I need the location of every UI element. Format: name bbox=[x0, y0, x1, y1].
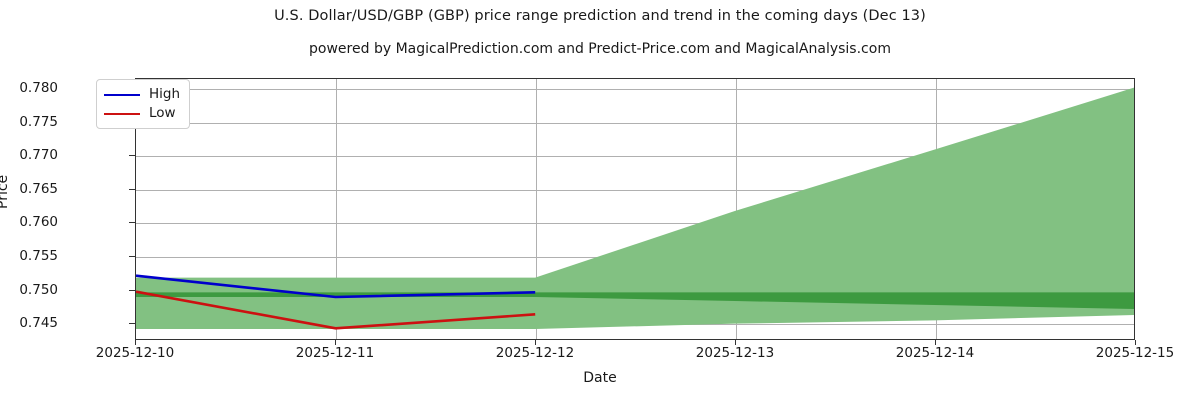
x-tick-mark bbox=[1135, 340, 1136, 345]
legend-item-low[interactable]: Low bbox=[104, 104, 180, 123]
y-tick-label: 0.770 bbox=[19, 147, 58, 164]
gridline-horizontal bbox=[136, 223, 1134, 225]
x-tick-label: 2025-12-10 bbox=[95, 345, 175, 361]
legend-label-high: High bbox=[149, 85, 181, 102]
x-tick-label: 2025-12-15 bbox=[1095, 345, 1175, 361]
x-tick-mark bbox=[535, 340, 536, 345]
y-tick-mark bbox=[129, 155, 135, 157]
x-tick-label: 2025-12-12 bbox=[495, 345, 575, 361]
x-tick-mark bbox=[135, 340, 136, 345]
legend-label-low: Low bbox=[149, 104, 176, 121]
y-tick-label: 0.760 bbox=[19, 214, 58, 231]
chart-legend: High Low bbox=[96, 79, 191, 129]
x-tick-label: 2025-12-14 bbox=[895, 345, 975, 361]
y-tick-mark bbox=[129, 289, 135, 291]
series-line-low bbox=[136, 292, 535, 329]
legend-item-high[interactable]: High bbox=[104, 85, 180, 104]
y-tick-label: 0.775 bbox=[19, 113, 58, 130]
y-tick-mark bbox=[129, 222, 135, 224]
chart-title: U.S. Dollar/USD/GBP (GBP) price range pr… bbox=[274, 8, 926, 24]
y-tick-label: 0.745 bbox=[19, 315, 58, 332]
x-tick-mark bbox=[935, 340, 936, 345]
legend-swatch-low bbox=[104, 112, 140, 115]
gridline-horizontal bbox=[136, 156, 1134, 158]
chart-subtitle: powered by MagicalPrediction.com and Pre… bbox=[309, 41, 891, 57]
plot-area bbox=[135, 78, 1135, 340]
series-line-high bbox=[136, 276, 535, 297]
y-tick-label: 0.765 bbox=[19, 180, 58, 197]
y-tick-label: 0.750 bbox=[19, 281, 58, 298]
y-tick-mark bbox=[129, 188, 135, 190]
x-tick-mark bbox=[735, 340, 736, 345]
y-tick-mark bbox=[129, 256, 135, 258]
gridline-horizontal bbox=[136, 122, 1134, 124]
y-tick-label: 0.780 bbox=[19, 80, 58, 97]
x-tick-label: 2025-12-13 bbox=[695, 345, 775, 361]
gridline-vertical bbox=[736, 79, 737, 339]
y-tick-label: 0.755 bbox=[19, 248, 58, 265]
gridline-horizontal bbox=[136, 189, 1134, 191]
x-tick-mark bbox=[335, 340, 336, 345]
series-paths bbox=[136, 87, 1134, 339]
y-tick-mark bbox=[129, 323, 135, 325]
x-axis-label: Date bbox=[583, 370, 617, 386]
legend-swatch-high bbox=[104, 93, 140, 96]
gridline-horizontal bbox=[136, 89, 1134, 91]
gridline-vertical bbox=[536, 79, 537, 339]
x-tick-label: 2025-12-11 bbox=[295, 345, 375, 361]
gridline-vertical bbox=[336, 79, 337, 339]
band-outer-range-band bbox=[136, 87, 1134, 330]
